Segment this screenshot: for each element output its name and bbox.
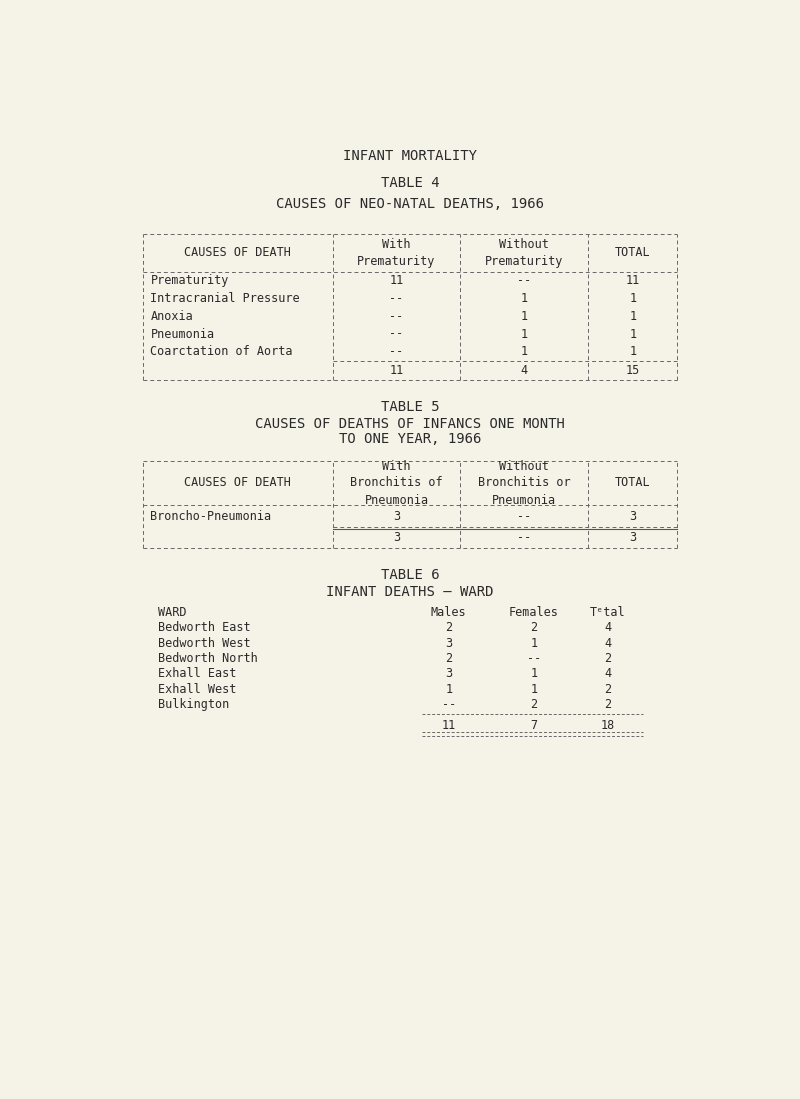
Text: 4: 4 bbox=[604, 621, 611, 634]
Text: Bedworth North: Bedworth North bbox=[158, 652, 258, 665]
Text: TABLE 4: TABLE 4 bbox=[381, 176, 439, 190]
Text: 4: 4 bbox=[604, 667, 611, 680]
Text: Pneumonia: Pneumonia bbox=[150, 328, 214, 341]
Text: 3: 3 bbox=[393, 510, 400, 523]
Text: 3: 3 bbox=[630, 510, 636, 523]
Text: --: -- bbox=[390, 292, 403, 306]
Text: Bedworth West: Bedworth West bbox=[158, 636, 250, 650]
Text: Females: Females bbox=[509, 606, 559, 619]
Text: With
Bronchitis of
Pneumonia: With Bronchitis of Pneumonia bbox=[350, 459, 442, 507]
Text: 1: 1 bbox=[521, 310, 528, 323]
Text: With
Prematurity: With Prematurity bbox=[358, 237, 436, 268]
Text: INFANT DEATHS — WARD: INFANT DEATHS — WARD bbox=[326, 586, 494, 599]
Text: --: -- bbox=[390, 310, 403, 323]
Text: TABLE 6: TABLE 6 bbox=[381, 568, 439, 582]
Text: CAUSES OF DEATH: CAUSES OF DEATH bbox=[184, 477, 291, 489]
Text: 2: 2 bbox=[530, 621, 538, 634]
Text: TO ONE YEAR, 1966: TO ONE YEAR, 1966 bbox=[339, 432, 481, 446]
Text: TABLE 5: TABLE 5 bbox=[381, 400, 439, 413]
Text: 2: 2 bbox=[604, 682, 611, 696]
Text: Intracranial Pressure: Intracranial Pressure bbox=[150, 292, 300, 306]
Text: 2: 2 bbox=[445, 621, 452, 634]
Text: 1: 1 bbox=[530, 636, 538, 650]
Text: TOTAL: TOTAL bbox=[615, 477, 650, 489]
Text: 2: 2 bbox=[445, 652, 452, 665]
Text: --: -- bbox=[517, 275, 531, 287]
Text: 3: 3 bbox=[393, 531, 400, 544]
Text: Exhall East: Exhall East bbox=[158, 667, 237, 680]
Text: Without
Bronchitis or
Pneumonia: Without Bronchitis or Pneumonia bbox=[478, 459, 570, 507]
Text: 11: 11 bbox=[442, 719, 456, 732]
Text: Tᵉtal: Tᵉtal bbox=[590, 606, 626, 619]
Text: Bulkington: Bulkington bbox=[158, 698, 230, 711]
Text: Males: Males bbox=[431, 606, 466, 619]
Text: --: -- bbox=[517, 531, 531, 544]
Text: CAUSES OF NEO-NATAL DEATHS, 1966: CAUSES OF NEO-NATAL DEATHS, 1966 bbox=[276, 197, 544, 211]
Text: WARD: WARD bbox=[158, 606, 186, 619]
Text: 1: 1 bbox=[530, 667, 538, 680]
Text: 3: 3 bbox=[445, 636, 452, 650]
Text: 3: 3 bbox=[445, 667, 452, 680]
Text: 4: 4 bbox=[521, 364, 528, 377]
Text: Exhall West: Exhall West bbox=[158, 682, 237, 696]
Text: Broncho-Pneumonia: Broncho-Pneumonia bbox=[150, 510, 271, 523]
Text: Anoxia: Anoxia bbox=[150, 310, 193, 323]
Text: Bedworth East: Bedworth East bbox=[158, 621, 250, 634]
Text: --: -- bbox=[517, 510, 531, 523]
Text: 1: 1 bbox=[521, 292, 528, 306]
Text: 1: 1 bbox=[521, 328, 528, 341]
Text: CAUSES OF DEATHS OF INFANCS ONE MONTH: CAUSES OF DEATHS OF INFANCS ONE MONTH bbox=[255, 417, 565, 431]
Text: 18: 18 bbox=[601, 719, 614, 732]
Text: 7: 7 bbox=[530, 719, 538, 732]
Text: 1: 1 bbox=[630, 292, 636, 306]
Text: Coarctation of Aorta: Coarctation of Aorta bbox=[150, 345, 293, 358]
Text: --: -- bbox=[442, 698, 456, 711]
Text: CAUSES OF DEATH: CAUSES OF DEATH bbox=[184, 246, 291, 259]
Text: --: -- bbox=[390, 345, 403, 358]
Text: 11: 11 bbox=[626, 275, 640, 287]
Text: 1: 1 bbox=[630, 328, 636, 341]
Text: 1: 1 bbox=[521, 345, 528, 358]
Text: TOTAL: TOTAL bbox=[615, 246, 650, 259]
Text: 2: 2 bbox=[604, 698, 611, 711]
Text: 11: 11 bbox=[390, 364, 403, 377]
Text: Without
Prematurity: Without Prematurity bbox=[485, 237, 563, 268]
Text: 15: 15 bbox=[626, 364, 640, 377]
Text: 1: 1 bbox=[630, 310, 636, 323]
Text: --: -- bbox=[390, 328, 403, 341]
Text: 1: 1 bbox=[530, 682, 538, 696]
Text: 4: 4 bbox=[604, 636, 611, 650]
Text: 2: 2 bbox=[604, 652, 611, 665]
Text: Prematurity: Prematurity bbox=[150, 275, 229, 287]
Text: 3: 3 bbox=[630, 531, 636, 544]
Text: INFANT MORTALITY: INFANT MORTALITY bbox=[343, 148, 477, 163]
Text: 1: 1 bbox=[445, 682, 452, 696]
Text: 2: 2 bbox=[530, 698, 538, 711]
Text: 11: 11 bbox=[390, 275, 403, 287]
Text: 1: 1 bbox=[630, 345, 636, 358]
Text: --: -- bbox=[527, 652, 541, 665]
